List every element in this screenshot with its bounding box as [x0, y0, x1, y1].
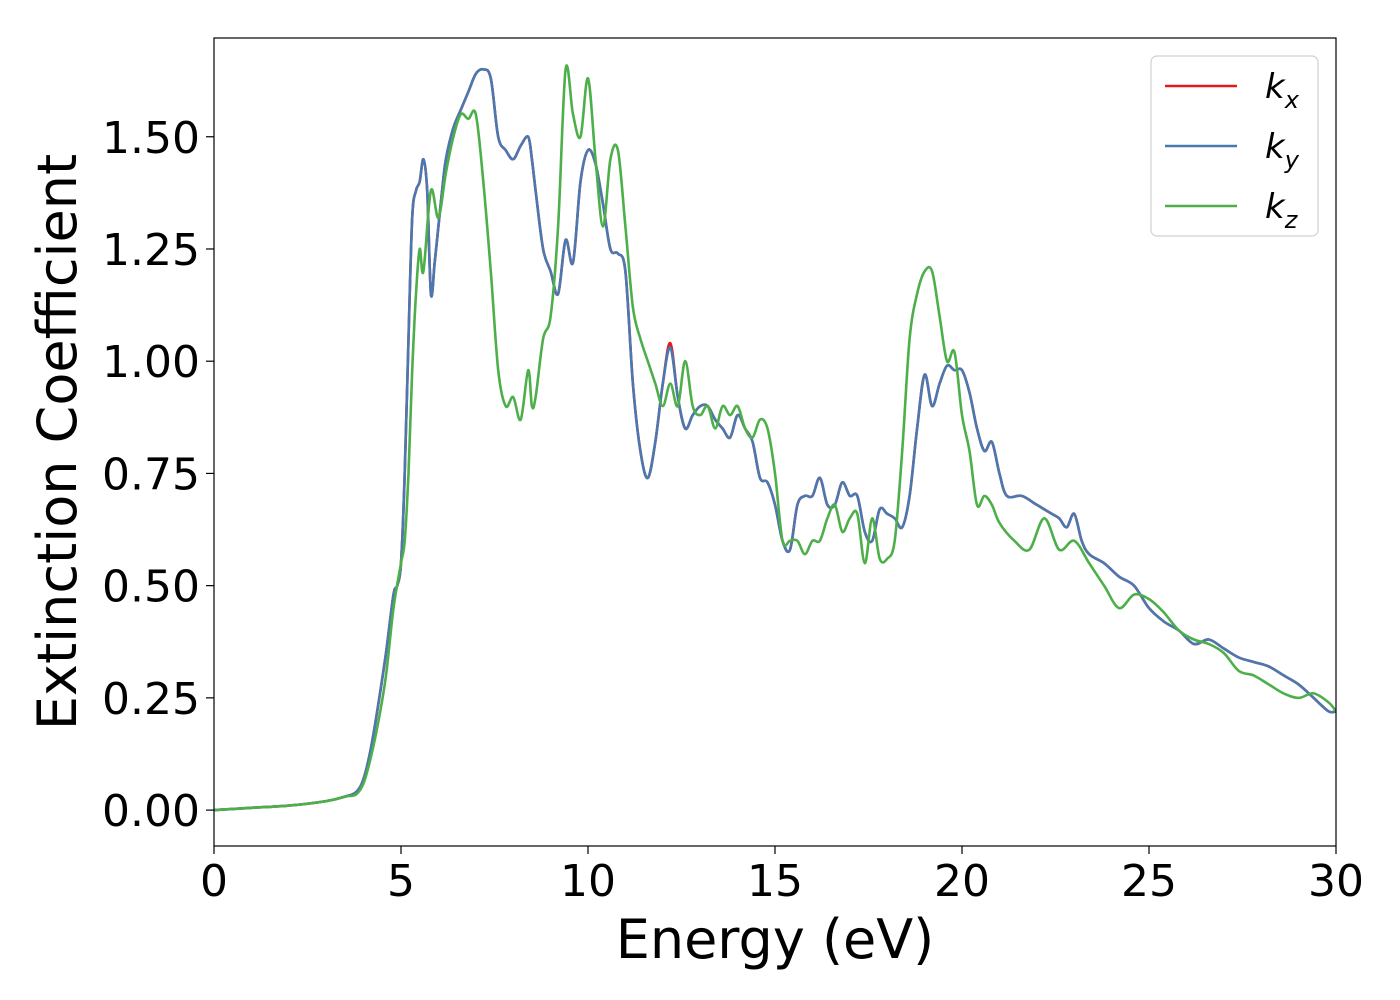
y-tick-label: 0.50	[102, 562, 200, 613]
x-tick-label: 25	[1121, 856, 1177, 907]
x-axis-ticks: 0 5 10 15 20 25 30	[200, 846, 1364, 907]
y-axis-ticks: 0.00 0.25 0.50 0.75 1.00 1.25 1.50	[102, 113, 214, 837]
x-tick-label: 10	[560, 856, 616, 907]
x-tick-label: 20	[934, 856, 990, 907]
x-tick-label: 30	[1308, 856, 1364, 907]
series-line-z	[214, 64, 1336, 812]
x-axis-title: Energy (eV)	[616, 908, 935, 971]
legend-label-y: ky	[1265, 127, 1300, 174]
x-tick-label: 0	[200, 856, 228, 907]
y-tick-label: 1.50	[102, 113, 200, 164]
y-tick-label: 0.75	[102, 449, 200, 500]
legend-label-z: kz	[1265, 187, 1299, 234]
y-tick-label: 0.00	[102, 786, 200, 837]
x-tick-label: 5	[387, 856, 415, 907]
x-tick-label: 15	[747, 856, 803, 907]
y-axis-title: Extinction Coefficient	[26, 154, 89, 730]
legend: kx ky kz	[1150, 55, 1319, 237]
legend-label-x: kx	[1265, 67, 1300, 114]
y-tick-label: 1.00	[102, 337, 200, 388]
plot-area-frame	[213, 37, 1337, 847]
y-tick-label: 0.25	[102, 674, 200, 725]
series-lines	[214, 64, 1336, 812]
y-tick-label: 1.25	[102, 225, 200, 276]
series-line-y	[214, 67, 1336, 812]
